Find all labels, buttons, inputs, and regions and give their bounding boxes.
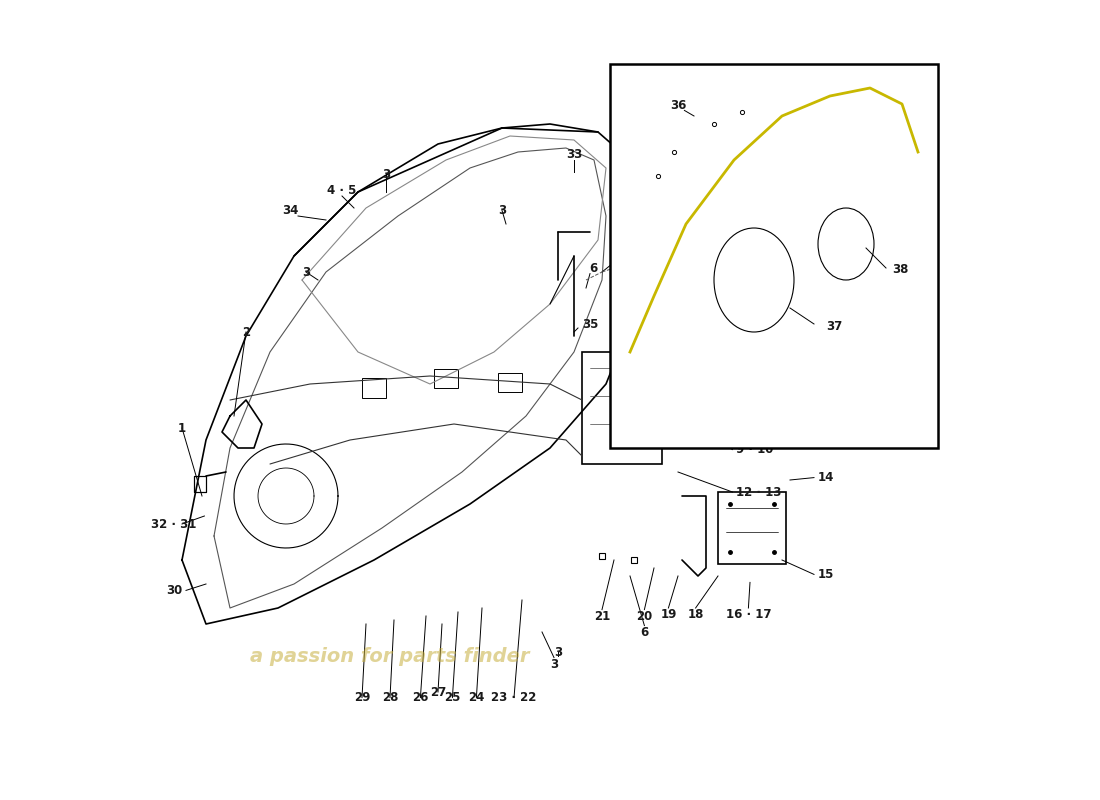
Text: 2: 2 bbox=[242, 326, 250, 338]
Text: 35: 35 bbox=[582, 318, 598, 331]
Text: 25: 25 bbox=[444, 691, 461, 704]
Text: 6: 6 bbox=[590, 262, 597, 274]
Text: 26: 26 bbox=[412, 691, 429, 704]
Text: 3: 3 bbox=[382, 168, 390, 181]
Text: 3: 3 bbox=[550, 658, 558, 670]
Text: parts
finder: parts finder bbox=[717, 184, 895, 296]
Text: 19: 19 bbox=[660, 608, 676, 621]
Text: 27: 27 bbox=[430, 686, 447, 698]
Text: 33: 33 bbox=[565, 148, 582, 161]
Text: 24: 24 bbox=[469, 691, 485, 704]
Text: 6: 6 bbox=[640, 626, 649, 638]
Text: 23 · 22: 23 · 22 bbox=[492, 691, 537, 704]
Text: 11: 11 bbox=[736, 404, 752, 417]
Text: 36: 36 bbox=[670, 99, 686, 112]
Text: 38: 38 bbox=[892, 263, 909, 276]
Text: 3: 3 bbox=[498, 204, 506, 217]
Text: 7 · 8: 7 · 8 bbox=[642, 240, 671, 253]
Text: 32 · 31: 32 · 31 bbox=[152, 518, 197, 530]
Text: 28: 28 bbox=[382, 691, 398, 704]
Text: 1: 1 bbox=[178, 422, 186, 434]
Text: 21: 21 bbox=[594, 610, 610, 622]
Text: 14: 14 bbox=[818, 471, 835, 484]
Text: 20: 20 bbox=[636, 610, 652, 622]
Text: 18: 18 bbox=[688, 608, 704, 621]
Text: 30: 30 bbox=[166, 584, 183, 597]
Text: 3: 3 bbox=[301, 266, 310, 278]
Text: 3: 3 bbox=[554, 646, 562, 658]
Text: 34: 34 bbox=[282, 204, 298, 217]
Text: 37: 37 bbox=[826, 320, 843, 333]
Text: 9 · 10: 9 · 10 bbox=[736, 443, 773, 456]
Text: 15: 15 bbox=[818, 568, 835, 581]
Bar bbox=[610, 64, 938, 448]
Text: 12 · 13: 12 · 13 bbox=[736, 486, 781, 498]
Text: 4 · 5: 4 · 5 bbox=[328, 184, 356, 197]
Text: a passion for parts finder: a passion for parts finder bbox=[251, 646, 530, 666]
Text: 29: 29 bbox=[354, 691, 371, 704]
Text: 16 · 17: 16 · 17 bbox=[726, 608, 771, 621]
